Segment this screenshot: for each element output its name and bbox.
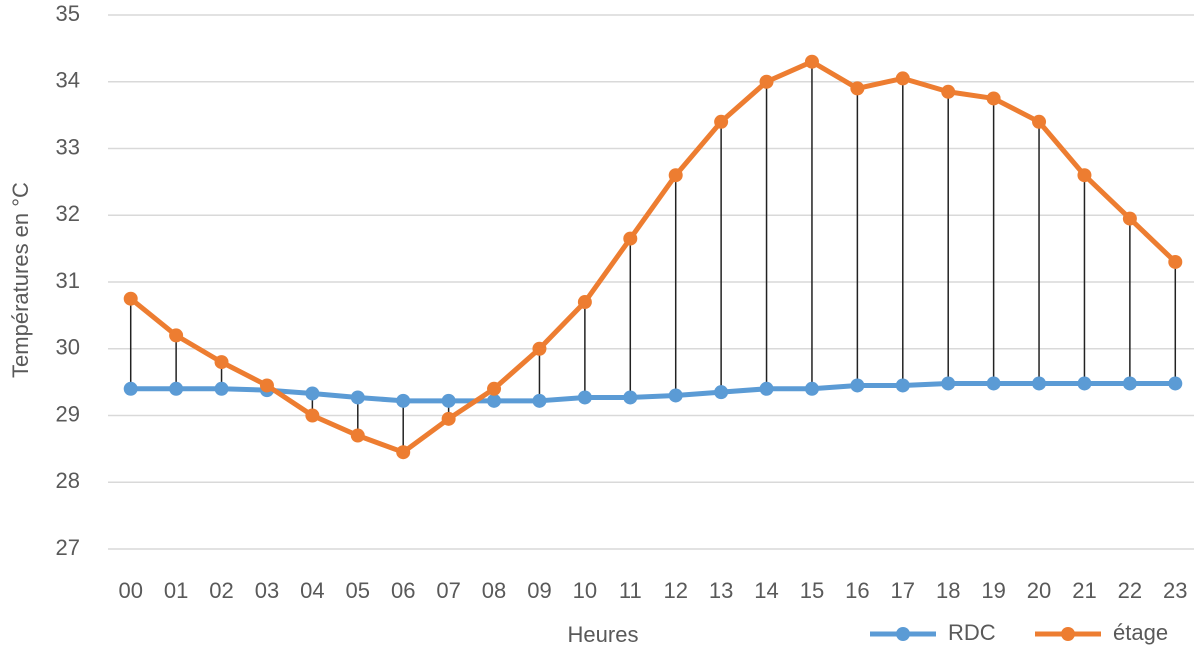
marker [1122, 376, 1137, 391]
x-tick-label: 08 [482, 578, 506, 603]
x-tick-label: 15 [800, 578, 824, 603]
marker [986, 376, 1001, 391]
x-tick-label: 05 [346, 578, 370, 603]
legend-item: RDC [870, 620, 996, 645]
marker [396, 445, 411, 460]
marker [214, 355, 229, 370]
marker [623, 390, 638, 405]
y-tick-label: 29 [56, 401, 80, 426]
marker [895, 71, 910, 86]
x-tick-label: 21 [1072, 578, 1096, 603]
series-line [130, 380, 1176, 404]
marker [1032, 376, 1047, 391]
marker [123, 291, 138, 306]
marker [259, 378, 274, 393]
marker [623, 231, 638, 246]
x-tick-label: 13 [709, 578, 733, 603]
marker [441, 411, 456, 426]
marker [1168, 254, 1183, 269]
series-line [129, 59, 1178, 455]
x-tick-label: 03 [255, 578, 279, 603]
x-tick-label: 10 [573, 578, 597, 603]
y-tick-label: 33 [56, 134, 80, 159]
y-tick-label: 34 [56, 68, 80, 93]
marker [532, 341, 547, 356]
legend-item: étage [1035, 620, 1168, 645]
marker [396, 393, 411, 408]
marker [577, 295, 592, 310]
marker [169, 328, 184, 343]
x-tick-label: 09 [527, 578, 551, 603]
marker [441, 393, 456, 408]
x-tick-label: 06 [391, 578, 415, 603]
y-tick-label: 35 [56, 1, 80, 26]
x-tick-label: 22 [1118, 578, 1142, 603]
x-tick-label: 18 [936, 578, 960, 603]
marker [714, 114, 729, 129]
x-tick-label: 16 [845, 578, 869, 603]
marker [1032, 114, 1047, 129]
marker [1077, 168, 1092, 183]
x-tick-label: 19 [981, 578, 1005, 603]
y-tick-label: 28 [56, 468, 80, 493]
marker [577, 390, 592, 405]
marker [305, 386, 320, 401]
marker [986, 91, 1001, 106]
x-tick-label: 17 [891, 578, 915, 603]
marker [169, 381, 184, 396]
marker [532, 393, 547, 408]
x-tick-label: 00 [118, 578, 142, 603]
marker [941, 84, 956, 99]
legend-label: RDC [948, 620, 996, 645]
marker [714, 385, 729, 400]
x-tick-label: 04 [300, 578, 324, 603]
x-axis-title: Heures [568, 622, 639, 647]
x-tick-label: 14 [754, 578, 778, 603]
marker [487, 393, 502, 408]
y-tick-label: 31 [56, 268, 80, 293]
marker [759, 74, 774, 89]
x-tick-label: 02 [209, 578, 233, 603]
marker [487, 381, 502, 396]
marker [804, 381, 819, 396]
y-tick-label: 30 [56, 335, 80, 360]
legend-label: étage [1113, 620, 1168, 645]
marker [759, 381, 774, 396]
legend-marker [1061, 627, 1075, 641]
marker [350, 390, 365, 405]
marker [850, 81, 865, 96]
y-tick-label: 32 [56, 201, 80, 226]
marker [123, 381, 138, 396]
x-tick-label: 01 [164, 578, 188, 603]
x-tick-label: 07 [436, 578, 460, 603]
marker [214, 381, 229, 396]
marker [1077, 376, 1092, 391]
marker [668, 168, 683, 183]
x-tick-label: 12 [663, 578, 687, 603]
x-tick-label: 11 [619, 578, 642, 603]
marker [895, 378, 910, 393]
marker [804, 54, 819, 69]
marker [668, 388, 683, 403]
x-tick-label: 23 [1163, 578, 1187, 603]
x-tick-label: 20 [1027, 578, 1051, 603]
y-axis-title: Températures en °C [8, 182, 33, 378]
marker [1168, 376, 1183, 391]
marker [350, 428, 365, 443]
marker [1122, 211, 1137, 226]
legend-marker [896, 627, 910, 641]
marker [941, 376, 956, 391]
y-tick-label: 27 [56, 535, 80, 560]
marker [305, 408, 320, 423]
marker [850, 378, 865, 393]
